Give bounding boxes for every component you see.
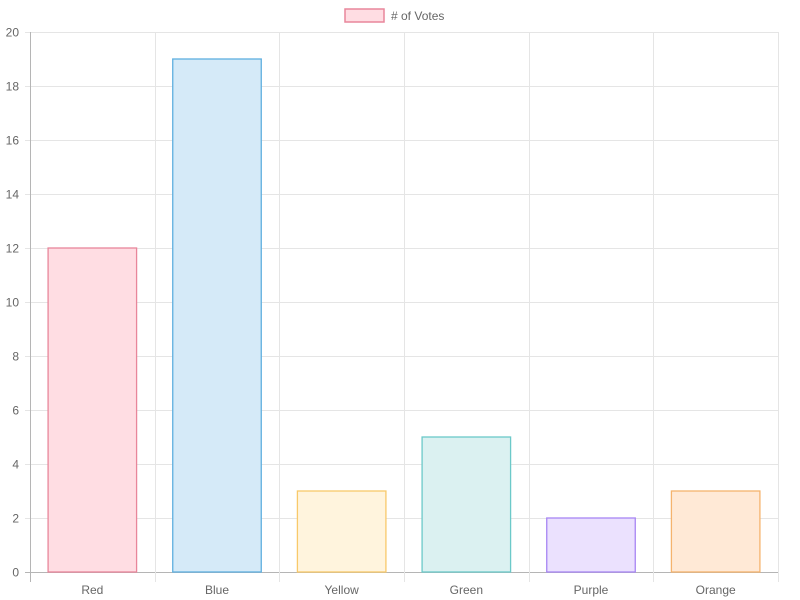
grid-lines	[25, 32, 779, 582]
legend[interactable]: # of Votes	[344, 8, 444, 23]
x-tick-label: Green	[450, 583, 483, 597]
y-tick-label: 18	[6, 80, 20, 94]
x-tick-label: Blue	[205, 583, 229, 597]
y-tick-label: 14	[6, 188, 20, 202]
bars	[47, 58, 761, 573]
legend-swatch[interactable]	[344, 8, 385, 23]
bar-green[interactable]	[421, 436, 512, 573]
x-tick-label: Red	[81, 583, 103, 597]
legend-label[interactable]: # of Votes	[391, 9, 444, 23]
y-tick-label: 4	[12, 458, 19, 472]
y-tick-label: 6	[12, 404, 19, 418]
y-tick-label: 20	[6, 26, 20, 40]
bar-blue[interactable]	[172, 58, 262, 573]
x-tick-label: Yellow	[325, 583, 360, 597]
y-tick-label: 0	[12, 566, 19, 580]
y-tick-label: 12	[6, 242, 20, 256]
y-tick-label: 8	[12, 350, 19, 364]
y-tick-label: 16	[6, 134, 20, 148]
y-tick-label: 2	[12, 512, 19, 526]
x-tick-label: Orange	[696, 583, 736, 597]
y-tick-label: 10	[6, 296, 20, 310]
bar-orange[interactable]	[670, 490, 761, 573]
bar-purple[interactable]	[546, 517, 636, 573]
bar-yellow[interactable]	[296, 490, 387, 573]
axes: 0 2 4 6 8 10 12 14 16 18 20 Red Blue Yellow Green Purpl…	[6, 26, 736, 598]
bar-red[interactable]	[47, 247, 138, 573]
x-tick-label: Purple	[574, 583, 609, 597]
